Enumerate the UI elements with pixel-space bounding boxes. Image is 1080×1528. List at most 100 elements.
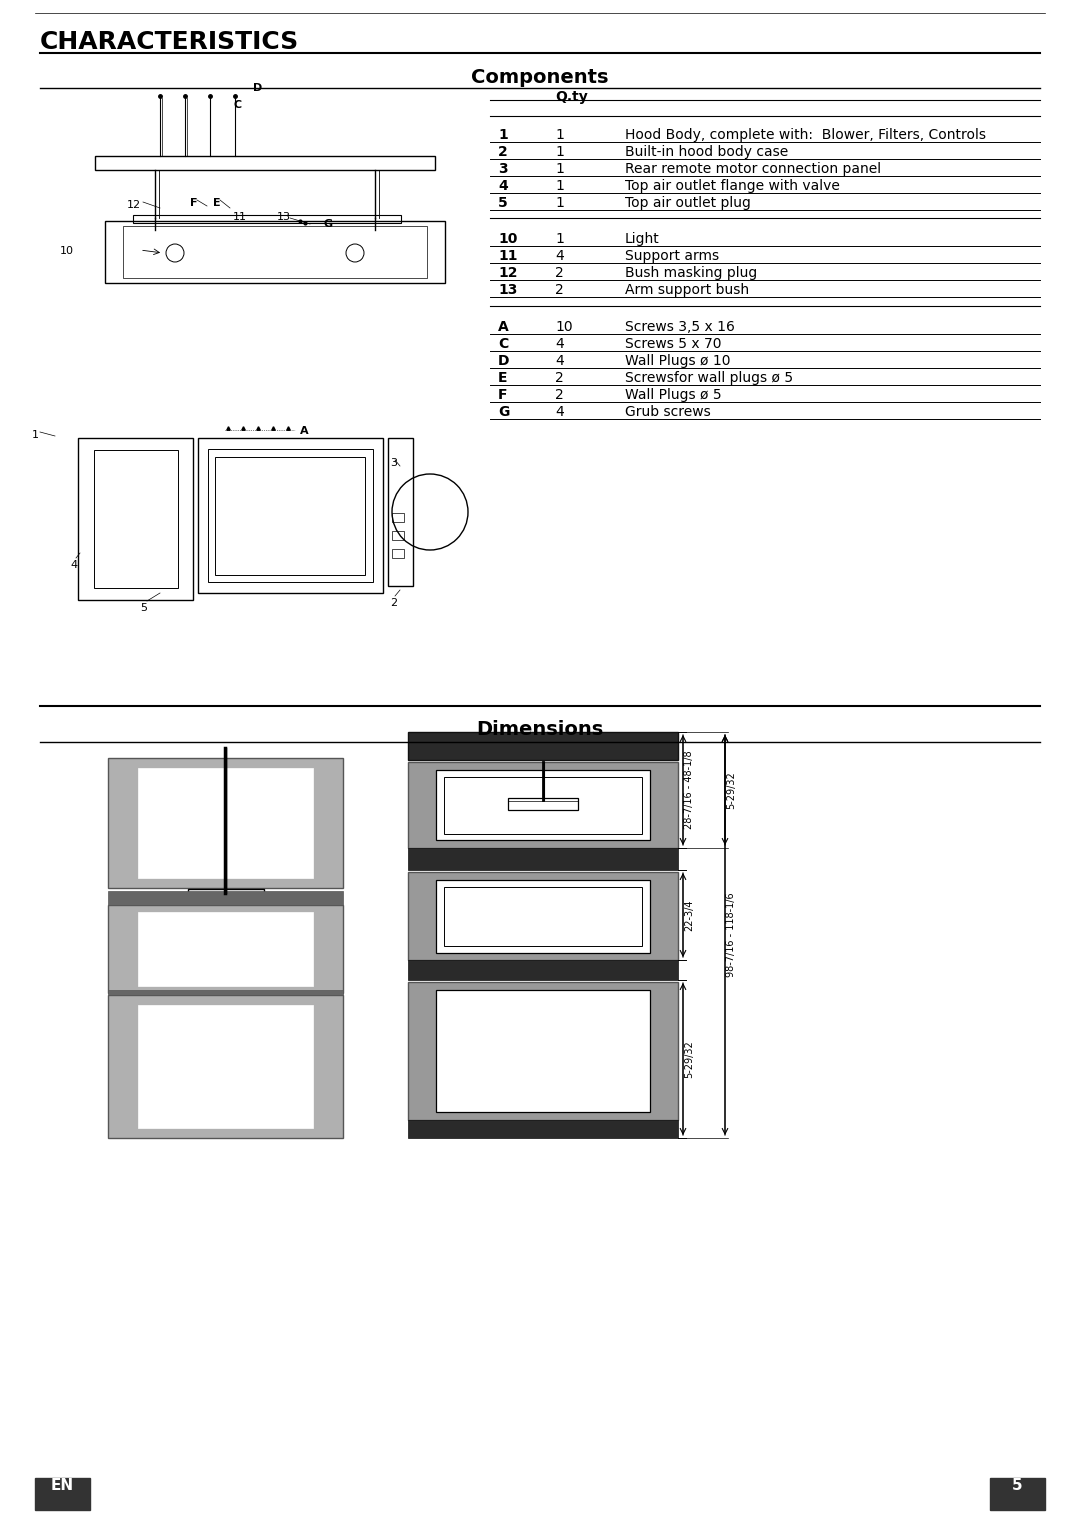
Text: 2: 2 — [555, 371, 564, 385]
Text: G: G — [498, 405, 510, 419]
Bar — [123, 226, 427, 278]
Bar — [408, 848, 678, 869]
Bar — [133, 215, 401, 223]
Text: 10: 10 — [555, 319, 572, 335]
Bar — [78, 439, 193, 601]
Text: Top air outlet flange with valve: Top air outlet flange with valve — [625, 179, 840, 193]
Text: Components: Components — [471, 69, 609, 87]
Text: 22-3/4: 22-3/4 — [684, 900, 694, 931]
Bar — [392, 549, 404, 558]
Text: Dimensions: Dimensions — [476, 720, 604, 740]
Text: 11: 11 — [498, 249, 517, 263]
Text: F: F — [190, 199, 198, 208]
Text: 1: 1 — [555, 196, 564, 209]
Bar — [108, 891, 343, 905]
Text: C: C — [233, 99, 241, 110]
Text: 12: 12 — [127, 200, 141, 209]
Text: 1: 1 — [555, 179, 564, 193]
Text: 2: 2 — [498, 145, 508, 159]
Text: 4: 4 — [555, 405, 564, 419]
Text: 98-7/16 - 118-1/6: 98-7/16 - 118-1/6 — [726, 892, 735, 978]
Text: F: F — [498, 388, 508, 402]
Bar — [108, 995, 343, 1138]
Bar — [444, 886, 642, 946]
Text: Top air outlet plug: Top air outlet plug — [625, 196, 751, 209]
Text: 2: 2 — [555, 388, 564, 402]
Bar — [408, 983, 678, 1120]
Bar — [95, 156, 435, 170]
Text: 4: 4 — [555, 249, 564, 263]
Text: 2: 2 — [555, 266, 564, 280]
Text: D: D — [253, 83, 262, 93]
Bar — [408, 960, 678, 979]
Bar — [990, 1478, 1045, 1510]
Bar — [392, 513, 404, 523]
Text: Screwsfor wall plugs ø 5: Screwsfor wall plugs ø 5 — [625, 371, 793, 385]
Text: 1: 1 — [555, 128, 564, 142]
Text: EN: EN — [51, 1479, 73, 1493]
Bar — [138, 769, 313, 879]
Text: Support arms: Support arms — [625, 249, 719, 263]
Bar — [388, 439, 413, 587]
Text: A: A — [498, 319, 509, 335]
Text: Screws 5 x 70: Screws 5 x 70 — [625, 338, 721, 351]
Text: Arm support bush: Arm support bush — [625, 283, 750, 296]
Bar — [444, 778, 642, 834]
Text: 5-29/32: 5-29/32 — [684, 1041, 694, 1077]
Bar — [208, 449, 373, 582]
Text: 4: 4 — [498, 179, 508, 193]
Text: 11: 11 — [233, 212, 247, 222]
Bar — [408, 732, 678, 759]
Text: 4: 4 — [70, 559, 77, 570]
Text: 10: 10 — [498, 232, 517, 246]
Text: 12: 12 — [498, 266, 517, 280]
Bar — [35, 1478, 90, 1510]
Bar — [436, 880, 650, 953]
Text: 4: 4 — [555, 338, 564, 351]
Text: 1: 1 — [555, 162, 564, 176]
Text: 5-29/32: 5-29/32 — [726, 772, 735, 808]
Bar — [392, 532, 404, 539]
Bar — [408, 872, 678, 960]
Text: 13: 13 — [498, 283, 517, 296]
Text: 1: 1 — [498, 128, 508, 142]
Bar — [408, 1120, 678, 1138]
Text: 10: 10 — [60, 246, 75, 257]
Text: 1: 1 — [32, 429, 39, 440]
Text: 28-7/16 - 48-1/8: 28-7/16 - 48-1/8 — [684, 750, 694, 830]
Bar — [436, 990, 650, 1112]
Text: 5: 5 — [140, 604, 147, 613]
Bar — [408, 762, 678, 848]
Text: C: C — [498, 338, 509, 351]
Bar — [198, 439, 383, 593]
Text: 5: 5 — [498, 196, 508, 209]
Bar — [108, 990, 343, 995]
Text: Grub screws: Grub screws — [625, 405, 711, 419]
Text: 13: 13 — [276, 212, 291, 222]
Text: D: D — [498, 354, 510, 368]
Text: 1: 1 — [555, 232, 564, 246]
Bar — [94, 451, 178, 588]
Text: G: G — [323, 219, 333, 229]
Bar — [436, 770, 650, 840]
Text: Screws 3,5 x 16: Screws 3,5 x 16 — [625, 319, 734, 335]
Text: Wall Plugs ø 5: Wall Plugs ø 5 — [625, 388, 721, 402]
Bar — [508, 798, 578, 810]
Bar — [138, 912, 313, 986]
Text: Rear remote motor connection panel: Rear remote motor connection panel — [625, 162, 881, 176]
Text: Built-in hood body case: Built-in hood body case — [625, 145, 788, 159]
Text: Q.ty: Q.ty — [555, 90, 588, 104]
Bar — [215, 457, 365, 575]
Text: 3: 3 — [498, 162, 508, 176]
Bar — [138, 1005, 313, 1128]
Text: 1: 1 — [555, 145, 564, 159]
Text: 4: 4 — [555, 354, 564, 368]
Text: Bush masking plug: Bush masking plug — [625, 266, 757, 280]
Text: Wall Plugs ø 10: Wall Plugs ø 10 — [625, 354, 730, 368]
Text: Light: Light — [625, 232, 660, 246]
Text: CHARACTERISTICS: CHARACTERISTICS — [40, 31, 299, 53]
Text: 2: 2 — [390, 597, 397, 608]
Text: E: E — [498, 371, 508, 385]
Bar — [105, 222, 445, 283]
Bar — [108, 905, 343, 993]
